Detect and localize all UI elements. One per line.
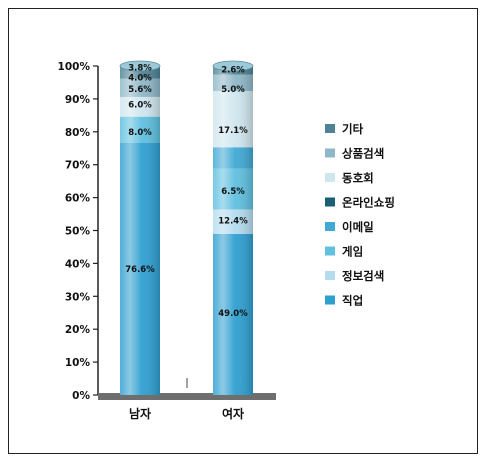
bar-shading [213, 66, 253, 395]
legend-label: 동호회 [342, 171, 374, 185]
bar-top-cap [119, 60, 161, 72]
bar-top-cap [212, 60, 254, 72]
data-label: 5.0% [221, 85, 245, 95]
legend-label: 직업 [342, 294, 363, 308]
y-tick-label: 0% [72, 390, 90, 402]
y-tick-label: 50% [65, 226, 91, 238]
data-label: 3.8% [128, 63, 152, 73]
data-label: 8.0% [128, 128, 152, 138]
legend-swatch [325, 222, 335, 231]
legend-label: 게임 [342, 245, 363, 259]
legend-swatch [325, 295, 335, 305]
y-tick-label: 70% [65, 160, 91, 172]
bar-shading [120, 66, 160, 395]
data-label: 4.0% [128, 74, 152, 84]
legend-label: 기타 [342, 122, 364, 136]
legend-swatch [325, 246, 335, 256]
y-tick-label: 20% [65, 324, 91, 336]
y-tick-label: 60% [65, 193, 91, 205]
data-label: 12.4% [218, 217, 248, 227]
y-tick-label: 30% [65, 291, 91, 303]
legend-swatch [325, 271, 335, 280]
base-platform [98, 393, 276, 400]
data-label: 49.0% [218, 309, 248, 319]
legend-label: 이메일 [342, 220, 374, 234]
x-category-label: 여자 [222, 406, 244, 421]
x-category-label: 남자 [129, 406, 151, 421]
legend-label: 정보검색 [342, 269, 384, 283]
y-tick-label: 10% [65, 357, 91, 369]
y-tick-label: 100% [58, 61, 91, 73]
legend-label: 상품검색 [342, 147, 384, 161]
y-tick-label: 40% [65, 258, 91, 270]
data-label: 17.1% [218, 126, 248, 136]
legend-label: 온라인쇼핑 [342, 196, 395, 210]
legend-swatch [325, 148, 335, 158]
data-label: 2.6% [221, 65, 245, 75]
y-tick-label: 90% [65, 94, 91, 106]
legend-swatch [325, 124, 335, 133]
data-label: 76.6% [125, 265, 155, 275]
data-label: 6.0% [128, 100, 152, 110]
legend-swatch [325, 173, 335, 182]
data-label: 5.6% [128, 85, 152, 95]
y-tick-label: 80% [65, 127, 91, 139]
data-label: 6.5% [221, 187, 245, 197]
legend-swatch [325, 197, 335, 207]
